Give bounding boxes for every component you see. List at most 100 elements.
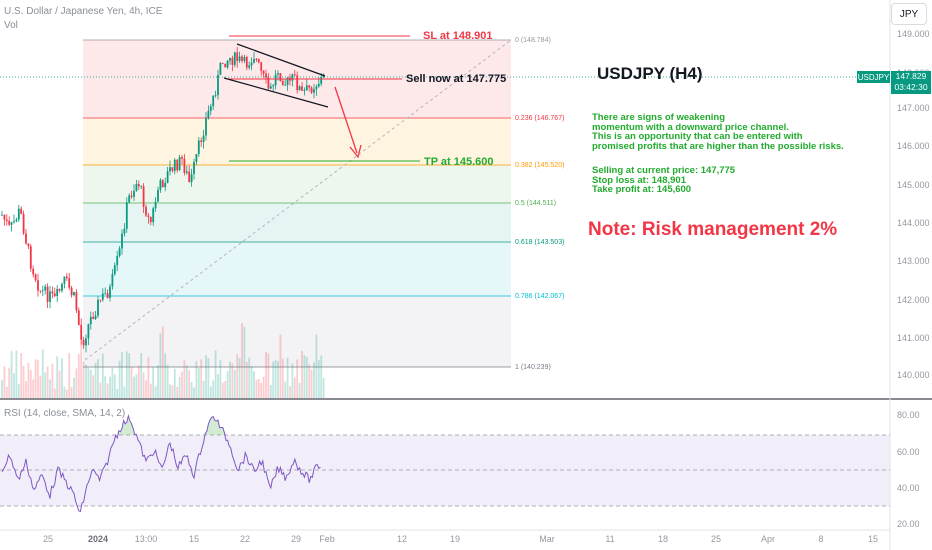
fibonacci-lines[interactable] xyxy=(83,39,511,368)
candle-body xyxy=(260,62,263,71)
volume-bar xyxy=(94,362,97,398)
candle-body xyxy=(92,316,95,319)
volume-bar xyxy=(149,383,152,398)
volume-bar xyxy=(298,382,301,398)
candle-body xyxy=(197,140,200,154)
candle-body xyxy=(97,299,99,316)
volume-bar xyxy=(125,351,128,398)
volume-bar xyxy=(157,365,159,398)
volume-bar xyxy=(291,363,294,398)
candle-body xyxy=(145,206,147,216)
fib-level-label: 1 (140.239) xyxy=(515,364,551,371)
rsi-label[interactable]: RSI (14, close, SMA, 14, 2) xyxy=(4,408,126,419)
volume-bar xyxy=(89,369,92,398)
candle-body xyxy=(274,74,277,86)
volume-bar xyxy=(207,358,210,398)
volume-bar xyxy=(169,384,171,398)
volume-bar xyxy=(173,368,176,398)
volume-bar xyxy=(260,382,263,398)
candle-body xyxy=(320,77,323,84)
volume-bar xyxy=(10,351,13,398)
volume-bar xyxy=(41,349,44,398)
candle-body xyxy=(265,73,267,78)
volume-bar xyxy=(39,375,42,398)
candle-body xyxy=(250,62,253,66)
trade-setup-text[interactable]: Selling at current price: 147,775 Stop l… xyxy=(592,166,735,195)
volume-bar xyxy=(82,361,85,398)
candle-body xyxy=(154,201,157,209)
candle-body xyxy=(56,288,59,297)
volume-bar xyxy=(233,369,236,398)
candle-body xyxy=(133,190,135,197)
time-tick: 25 xyxy=(710,534,722,544)
fib-level-label: 0 (148.784) xyxy=(515,37,551,44)
analysis-text[interactable]: There are signs of weakening momentum wi… xyxy=(592,113,844,151)
volume-label[interactable]: Vol xyxy=(4,20,18,31)
candle-body xyxy=(229,57,231,61)
volume-bar xyxy=(224,380,227,398)
volume-bar xyxy=(284,381,287,398)
candle-body xyxy=(65,276,68,279)
candle-body xyxy=(82,339,85,346)
volume-bar xyxy=(51,363,54,398)
take-profit-label[interactable]: TP at 145.600 xyxy=(424,156,494,168)
symbol-description[interactable]: U.S. Dollar / Japanese Yen, 4h, ICE xyxy=(4,6,163,17)
volume-bar xyxy=(166,364,169,398)
volume-bar xyxy=(56,356,59,398)
candle-body xyxy=(200,140,203,143)
candle-body xyxy=(51,291,54,294)
sell-now-label[interactable]: Sell now at 147.775 xyxy=(406,73,507,85)
price-tick: 149.000 xyxy=(897,29,930,39)
volume-bar xyxy=(200,359,203,398)
volume-bar xyxy=(13,373,15,398)
candle-body xyxy=(272,85,275,87)
candle-body xyxy=(142,186,145,207)
candle-body xyxy=(99,299,102,301)
candle-body xyxy=(231,57,234,65)
candle-body xyxy=(101,293,104,300)
candle-body xyxy=(29,246,32,269)
candle-body xyxy=(183,158,186,173)
volume-bar xyxy=(37,360,39,398)
candle-body xyxy=(221,62,224,64)
rsi-overbought-fill xyxy=(114,415,226,435)
candle-body xyxy=(5,219,8,221)
price-channel[interactable] xyxy=(223,43,329,108)
volume-bar xyxy=(46,366,49,398)
candle-body xyxy=(267,77,270,89)
candle-body xyxy=(147,215,150,217)
candle-body xyxy=(255,59,258,60)
time-tick: 12 xyxy=(396,534,408,544)
candle-body xyxy=(68,278,71,288)
volume-bar xyxy=(58,370,61,398)
volume-bar xyxy=(5,386,8,398)
candle-body xyxy=(202,135,205,143)
title-label[interactable]: USDJPY (H4) xyxy=(597,64,703,83)
stop-loss-label[interactable]: SL at 148.901 xyxy=(423,30,493,42)
candle-body xyxy=(219,62,222,75)
volume-bar xyxy=(315,334,318,398)
volume-bar xyxy=(145,380,147,398)
volume-bar xyxy=(320,355,323,398)
downward-arrow[interactable] xyxy=(334,86,362,159)
candle-body xyxy=(111,274,114,287)
candle-body xyxy=(89,316,92,325)
volume-bar xyxy=(61,358,63,398)
fibonacci-bands xyxy=(83,40,511,367)
rsi-line xyxy=(1,414,321,513)
volume-bar xyxy=(219,360,222,398)
candle-body xyxy=(224,63,227,68)
candle-body xyxy=(1,214,3,216)
trend-line[interactable] xyxy=(84,39,512,361)
volume-bar xyxy=(109,376,111,398)
volume-bar xyxy=(308,364,311,398)
time-tick: 8 xyxy=(818,534,824,544)
risk-note[interactable]: Note: Risk management 2% xyxy=(588,219,838,240)
volume-bar xyxy=(65,389,68,398)
volume-bar xyxy=(305,356,308,398)
time-tick: 15 xyxy=(188,534,200,544)
currency-button[interactable]: JPY xyxy=(891,3,927,25)
volume-bar xyxy=(257,378,260,398)
price-candles xyxy=(1,47,325,353)
